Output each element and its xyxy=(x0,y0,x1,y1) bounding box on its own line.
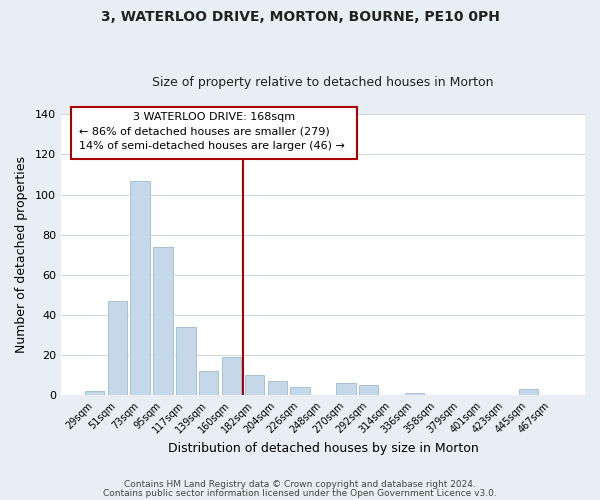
Bar xyxy=(290,388,310,396)
Bar xyxy=(268,381,287,396)
Bar xyxy=(359,385,379,396)
Text: ← 86% of detached houses are smaller (279): ← 86% of detached houses are smaller (27… xyxy=(79,127,330,137)
Bar xyxy=(154,247,173,396)
Bar xyxy=(404,394,424,396)
Bar xyxy=(199,371,218,396)
Text: Contains HM Land Registry data © Crown copyright and database right 2024.: Contains HM Land Registry data © Crown c… xyxy=(124,480,476,489)
Y-axis label: Number of detached properties: Number of detached properties xyxy=(15,156,28,354)
Bar xyxy=(107,301,127,396)
Bar xyxy=(176,327,196,396)
Bar xyxy=(222,357,241,396)
Bar xyxy=(336,383,356,396)
Text: Contains public sector information licensed under the Open Government Licence v3: Contains public sector information licen… xyxy=(103,488,497,498)
FancyBboxPatch shape xyxy=(71,108,357,159)
Bar xyxy=(245,375,264,396)
Text: 14% of semi-detached houses are larger (46) →: 14% of semi-detached houses are larger (… xyxy=(79,141,345,151)
Bar xyxy=(519,390,538,396)
Bar xyxy=(130,180,150,396)
Text: 3, WATERLOO DRIVE, MORTON, BOURNE, PE10 0PH: 3, WATERLOO DRIVE, MORTON, BOURNE, PE10 … xyxy=(101,10,499,24)
Title: Size of property relative to detached houses in Morton: Size of property relative to detached ho… xyxy=(152,76,494,90)
Bar xyxy=(85,392,104,396)
X-axis label: Distribution of detached houses by size in Morton: Distribution of detached houses by size … xyxy=(167,442,478,455)
Text: 3 WATERLOO DRIVE: 168sqm: 3 WATERLOO DRIVE: 168sqm xyxy=(133,112,295,122)
